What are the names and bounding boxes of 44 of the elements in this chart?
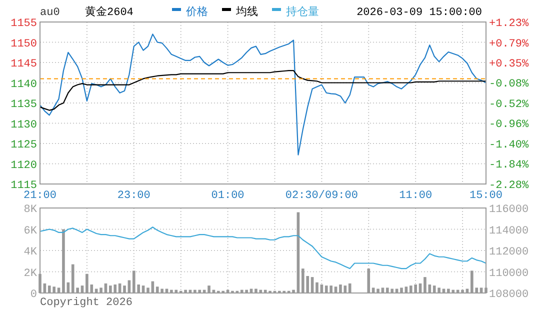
chart-subtitle: au0	[40, 7, 60, 19]
y-tick-label: 1120	[10, 160, 37, 172]
y-tick-label: 1155	[10, 18, 37, 30]
y-tick-label: 1115	[10, 180, 37, 192]
y2-tick-label: 110000	[489, 268, 529, 280]
y2-tick-label: -0.96%	[489, 119, 530, 132]
legend-label: 均线	[235, 5, 258, 18]
x-tick-label: 21:00	[23, 190, 57, 202]
y-tick-label: 4K	[24, 246, 38, 258]
y2-tick-label: -0.52%	[489, 98, 530, 111]
y2-tick-label: -1.40%	[489, 139, 530, 152]
y-tick-label: 8K	[24, 204, 38, 216]
legend-label: 持仓量	[286, 5, 319, 18]
y-tick-label: 0	[30, 289, 37, 301]
y2-tick-label: -0.08%	[489, 78, 530, 90]
y-tick-label: 1125	[10, 140, 37, 152]
y-tick-label: 1150	[10, 38, 37, 50]
line-series	[39, 70, 487, 111]
text: 2026-03-09 15:00:00	[356, 7, 482, 19]
y2-tick-label: +0.79%	[489, 38, 530, 50]
y2-tick-label: -1.84%	[489, 160, 530, 172]
y2-tick-label: -2.28%	[489, 180, 530, 192]
line-series	[39, 34, 487, 156]
y2-tick-label: 114000	[489, 225, 529, 238]
text: Copyright 2026	[40, 297, 132, 309]
y2-tick-label: 116000	[489, 204, 529, 216]
y-tick-label: 1145	[10, 58, 37, 70]
y2-tick-label: +1.23%	[489, 18, 530, 30]
y-tick-label: 2K	[24, 268, 38, 280]
x-tick-label: 01:00	[211, 190, 244, 202]
line-series	[39, 226, 487, 270]
chart-title: 黄金2604	[85, 5, 134, 19]
y2-tick-label: 112000	[489, 246, 529, 258]
x-tick-label: 15:00	[469, 190, 503, 202]
x-tick-label: 02:30/09:00	[285, 190, 358, 202]
y-tick-label: 1140	[10, 78, 37, 91]
y2-tick-label: +0.35%	[489, 58, 530, 71]
y2-tick-label: 108000	[489, 289, 529, 301]
x-tick-label: 23:00	[117, 190, 150, 202]
y-tick-label: 1130	[10, 119, 37, 132]
y-tick-label: 6K	[24, 225, 38, 238]
y-tick-label: 1135	[10, 99, 37, 111]
x-tick-label: 11:00	[399, 190, 432, 202]
legend-label: 价格	[185, 5, 208, 18]
